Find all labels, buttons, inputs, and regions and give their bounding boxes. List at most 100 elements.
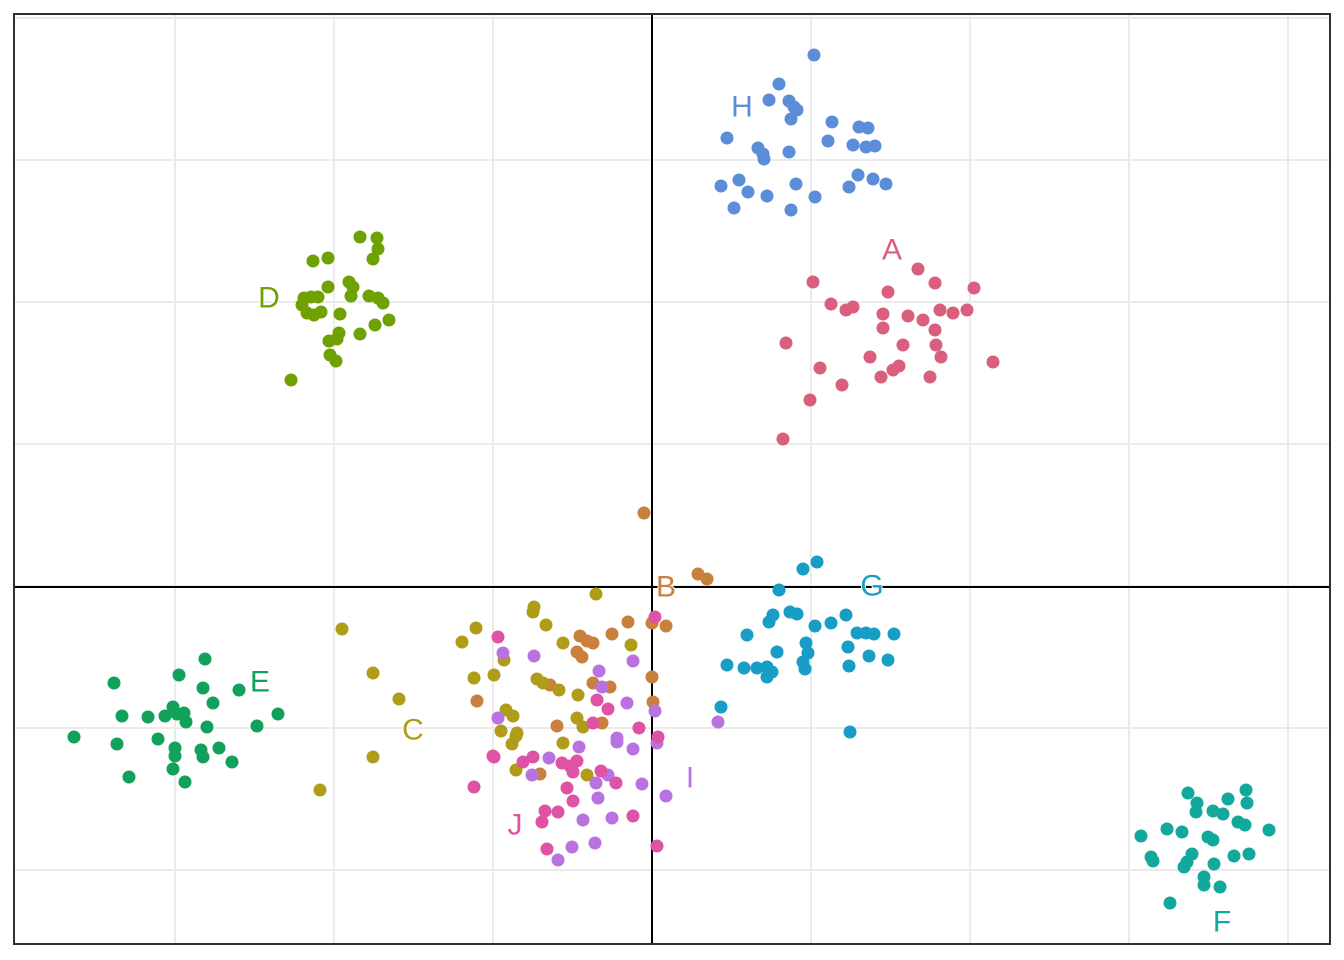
data-point-f xyxy=(1206,804,1220,818)
data-point-c xyxy=(589,587,603,601)
data-point-g xyxy=(843,725,857,739)
data-point-a xyxy=(874,370,888,384)
data-point-e xyxy=(198,652,212,666)
data-point-e xyxy=(196,681,210,695)
data-point-d xyxy=(284,373,298,387)
data-point-d xyxy=(306,254,320,268)
data-point-f xyxy=(1189,805,1203,819)
data-point-f xyxy=(1163,896,1177,910)
data-point-g xyxy=(839,608,853,622)
data-point-c xyxy=(366,666,380,680)
plot-border xyxy=(13,13,1331,945)
data-point-a xyxy=(916,313,930,327)
data-point-j xyxy=(594,764,608,778)
data-point-e xyxy=(206,696,220,710)
data-point-i xyxy=(711,715,725,729)
data-point-j xyxy=(487,750,501,764)
cluster-label-g: G xyxy=(860,570,883,603)
data-point-a xyxy=(923,370,937,384)
data-point-f xyxy=(1134,829,1148,843)
cluster-label-i: I xyxy=(686,762,694,795)
data-point-g xyxy=(799,636,813,650)
data-point-e xyxy=(107,676,121,690)
data-point-d xyxy=(344,289,358,303)
data-point-j xyxy=(535,815,549,829)
cluster-label-d: D xyxy=(258,282,280,315)
data-point-d xyxy=(382,313,396,327)
data-point-i xyxy=(542,751,556,765)
data-point-h xyxy=(720,131,734,145)
data-point-h xyxy=(784,112,798,126)
data-point-h xyxy=(757,152,771,166)
data-point-e xyxy=(110,737,124,751)
data-point-g xyxy=(842,659,856,673)
data-point-a xyxy=(876,321,890,335)
data-point-c xyxy=(366,750,380,764)
data-point-j xyxy=(632,721,646,735)
data-point-c xyxy=(469,621,483,635)
data-point-e xyxy=(179,715,193,729)
data-point-c xyxy=(576,720,590,734)
data-point-j xyxy=(601,702,615,716)
data-point-h xyxy=(808,190,822,204)
data-point-j xyxy=(626,809,640,823)
data-point-g xyxy=(862,649,876,663)
data-point-d xyxy=(333,307,347,321)
data-point-e xyxy=(250,719,264,733)
data-point-g xyxy=(887,627,901,641)
data-point-c xyxy=(536,676,550,690)
data-point-e xyxy=(200,720,214,734)
data-point-h xyxy=(851,168,865,182)
data-point-c xyxy=(580,768,594,782)
data-point-g xyxy=(881,653,895,667)
data-point-h xyxy=(866,172,880,186)
data-point-b xyxy=(637,506,651,520)
data-point-i xyxy=(635,777,649,791)
data-point-c xyxy=(506,709,520,723)
data-point-j xyxy=(467,780,481,794)
data-point-b xyxy=(605,627,619,641)
data-point-a xyxy=(835,378,849,392)
data-point-i xyxy=(551,853,565,867)
cluster-label-h: H xyxy=(731,91,753,124)
data-point-i xyxy=(588,836,602,850)
data-point-j xyxy=(540,842,554,856)
data-point-c xyxy=(467,671,481,685)
data-point-a xyxy=(901,309,915,323)
data-point-d xyxy=(376,296,390,310)
data-point-j xyxy=(648,610,662,624)
data-point-c xyxy=(552,683,566,697)
data-point-g xyxy=(737,661,751,675)
data-point-e xyxy=(141,710,155,724)
data-point-b xyxy=(595,716,609,730)
data-point-f xyxy=(1175,825,1189,839)
data-point-h xyxy=(879,177,893,191)
data-point-h xyxy=(782,145,796,159)
data-point-j xyxy=(560,781,574,795)
data-point-h xyxy=(868,139,882,153)
data-point-f xyxy=(1160,822,1174,836)
data-point-a xyxy=(881,285,895,299)
data-point-e xyxy=(212,741,226,755)
data-point-i xyxy=(620,696,634,710)
data-point-e xyxy=(172,668,186,682)
data-point-g xyxy=(772,583,786,597)
data-point-a xyxy=(876,307,890,321)
data-point-g xyxy=(810,555,824,569)
data-point-a xyxy=(946,306,960,320)
data-point-h xyxy=(714,179,728,193)
cluster-label-a: A xyxy=(882,234,902,267)
data-point-h xyxy=(727,201,741,215)
data-point-j xyxy=(609,776,623,790)
data-point-i xyxy=(525,768,539,782)
data-point-a xyxy=(824,297,838,311)
data-point-e xyxy=(151,732,165,746)
data-point-e xyxy=(232,683,246,697)
data-point-f xyxy=(1213,880,1227,894)
data-point-i xyxy=(626,654,640,668)
data-point-g xyxy=(850,626,864,640)
data-point-e xyxy=(166,762,180,776)
data-point-i xyxy=(576,813,590,827)
data-point-h xyxy=(760,189,774,203)
